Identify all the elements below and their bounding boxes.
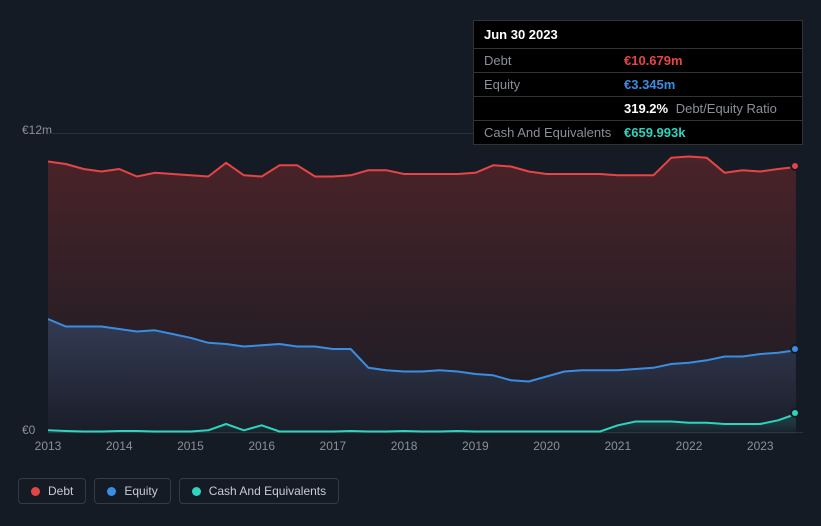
- x-tick: 2018: [391, 439, 418, 453]
- legend-dot-icon: [31, 487, 40, 496]
- tooltip-row-label: [484, 101, 624, 116]
- plot-area[interactable]: [48, 133, 803, 433]
- tooltip-row-label: Cash And Equivalents: [484, 125, 624, 140]
- legend-label: Debt: [48, 484, 73, 498]
- y-tick-bottom: €0: [22, 423, 35, 437]
- legend: Debt Equity Cash And Equivalents: [18, 478, 339, 504]
- legend-label: Cash And Equivalents: [209, 484, 326, 498]
- x-tick: 2022: [676, 439, 703, 453]
- series-end-marker: [790, 161, 800, 171]
- x-tick: 2020: [533, 439, 560, 453]
- tooltip-row-value: €10.679m: [624, 53, 683, 68]
- hover-tooltip: Jun 30 2023 Debt€10.679mEquity€3.345m319…: [473, 20, 803, 145]
- tooltip-row-label: Debt: [484, 53, 624, 68]
- tooltip-row: Equity€3.345m: [474, 72, 802, 96]
- legend-dot-icon: [192, 487, 201, 496]
- tooltip-row: Debt€10.679m: [474, 48, 802, 72]
- x-tick: 2019: [462, 439, 489, 453]
- tooltip-row: 319.2% Debt/Equity Ratio: [474, 96, 802, 120]
- tooltip-row-value: €659.993k: [624, 125, 685, 140]
- legend-item[interactable]: Debt: [18, 478, 86, 504]
- tooltip-row: Cash And Equivalents€659.993k: [474, 120, 802, 144]
- legend-item[interactable]: Cash And Equivalents: [179, 478, 339, 504]
- x-tick: 2016: [248, 439, 275, 453]
- tooltip-row-label: Equity: [484, 77, 624, 92]
- series-end-marker: [790, 408, 800, 418]
- x-tick: 2023: [747, 439, 774, 453]
- x-tick: 2017: [320, 439, 347, 453]
- tooltip-row-value: €3.345m: [624, 77, 675, 92]
- legend-item[interactable]: Equity: [94, 478, 170, 504]
- x-tick: 2021: [604, 439, 631, 453]
- tooltip-date: Jun 30 2023: [474, 21, 802, 48]
- legend-dot-icon: [107, 487, 116, 496]
- x-tick: 2013: [35, 439, 62, 453]
- tooltip-row-value: 319.2% Debt/Equity Ratio: [624, 101, 777, 116]
- legend-label: Equity: [124, 484, 157, 498]
- tooltip-row-sublabel: Debt/Equity Ratio: [672, 101, 777, 116]
- x-tick: 2014: [106, 439, 133, 453]
- x-tick: 2015: [177, 439, 204, 453]
